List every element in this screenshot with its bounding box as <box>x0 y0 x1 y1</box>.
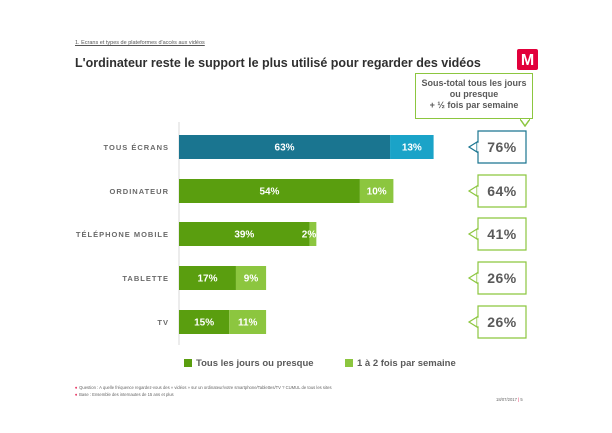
legend-label-weekly: 1 à 2 fois par semaine <box>357 358 456 369</box>
bar-weekly <box>390 135 434 159</box>
legend-swatch-daily <box>184 359 192 367</box>
subtotal-value: 41% <box>487 226 517 242</box>
data-label-weekly: 13% <box>402 143 422 154</box>
subtotal-callout <box>477 130 527 164</box>
data-label-daily: 54% <box>259 187 279 198</box>
bar-daily <box>179 266 236 290</box>
subtotal-callout <box>477 305 527 339</box>
subtotal-line-3: + ½ fois par semaine <box>429 100 519 110</box>
bar-weekly <box>309 222 317 246</box>
bar-weekly <box>359 179 394 203</box>
subtotal-callout <box>477 261 527 295</box>
subtotal-callout-arrow <box>467 315 478 329</box>
bar-daily <box>179 310 230 334</box>
subtotal-value: 64% <box>487 183 517 199</box>
bullet-icon: ♦ <box>75 392 78 397</box>
category-label: TÉLÉPHONE MOBILE <box>76 230 169 239</box>
data-label-daily: 63% <box>275 143 295 154</box>
data-label-weekly: 2% <box>302 230 317 241</box>
legend-label-daily: Tous les jours ou presque <box>196 358 314 369</box>
page-footer: 18/07/2017 | 5 <box>496 397 523 402</box>
category-label: TV <box>157 318 169 327</box>
data-label-weekly: 10% <box>367 187 387 198</box>
subtotal-value: 76% <box>487 139 517 155</box>
legend-swatch-weekly <box>345 359 353 367</box>
subtotal-line-2: ou presque <box>449 89 499 99</box>
category-label: ORDINATEUR <box>110 187 169 196</box>
footer-date: 18/07/2017 <box>496 397 517 402</box>
footnote-question: ♦ Question : A quelle fréquence regardez-… <box>75 385 332 390</box>
subtotal-value: 26% <box>487 270 517 286</box>
bar-daily <box>179 222 310 246</box>
subtotal-line-1: Sous-total tous les jours <box>421 78 527 88</box>
section-label: 1. Ecrans et types de plateformes d'accè… <box>75 40 205 46</box>
data-label-daily: 39% <box>234 230 254 241</box>
subtotal-value: 26% <box>487 314 517 330</box>
legend-item-weekly: 1 à 2 fois par semaine <box>345 358 456 369</box>
bullet-icon: ♦ <box>75 385 78 390</box>
page-title: L'ordinateur reste le support le plus ut… <box>75 56 481 70</box>
footer-separator: | <box>518 397 521 402</box>
footer-page-number: 5 <box>520 397 523 402</box>
subtotal-box-pointer <box>520 119 530 127</box>
bar-weekly <box>229 310 267 334</box>
bar-daily <box>179 135 391 159</box>
legend-item-daily: Tous les jours ou presque <box>184 358 314 369</box>
bar-daily <box>179 179 360 203</box>
subtotal-callout <box>477 217 527 251</box>
bar-weekly <box>235 266 267 290</box>
footnotes: ♦ Question : A quelle fréquence regardez-… <box>75 384 332 398</box>
subtotal-callout-arrow <box>467 184 478 198</box>
subtotal-box: Sous-total tous les jours ou presque + ½… <box>415 73 533 119</box>
data-label-daily: 15% <box>194 318 214 329</box>
subtotal-callout <box>477 174 527 208</box>
category-label: TOUS ÉCRANS <box>104 143 169 152</box>
data-label-weekly: 11% <box>238 318 258 329</box>
subtotal-callout-arrow <box>467 271 478 285</box>
category-label: TABLETTE <box>122 274 169 283</box>
subtotal-callout-arrow <box>467 227 478 241</box>
data-label-weekly: 9% <box>244 274 259 285</box>
mediametrie-logo: M <box>517 49 538 70</box>
data-label-daily: 17% <box>197 274 217 285</box>
footnote-base: ♦ Base : Ensemble des internautes de 15 a… <box>75 392 174 397</box>
svg-text:M: M <box>521 52 534 69</box>
subtotal-callout-arrow <box>467 140 478 154</box>
